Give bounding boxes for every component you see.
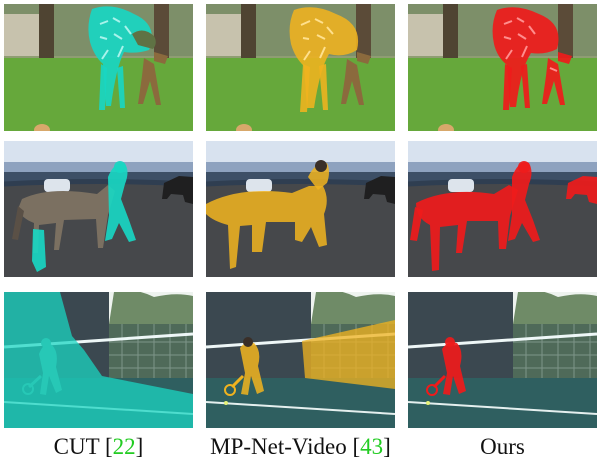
panel-row2-ours — [408, 141, 597, 277]
citation-number: 43 — [360, 434, 384, 459]
caption-cut: CUT [22] — [4, 432, 193, 462]
horse-scene-image — [206, 141, 395, 277]
panel-row2-mpnet — [206, 141, 395, 277]
horse-scene-image — [4, 141, 193, 277]
giraffe-scene-image — [408, 4, 597, 131]
panel-row3-cut — [4, 292, 193, 428]
horse-scene-image — [408, 141, 597, 277]
citation-close-bracket: ] — [135, 434, 144, 459]
caption-ours: Ours — [408, 432, 597, 462]
tennis-scene-image — [4, 292, 193, 428]
panel-row1-mpnet — [206, 4, 395, 131]
caption-mpnet-video: MP-Net-Video [43] — [202, 432, 399, 462]
panel-row3-mpnet — [206, 292, 395, 428]
tennis-scene-image — [408, 292, 597, 428]
panel-row2-cut — [4, 141, 193, 277]
method-name: Ours — [480, 434, 525, 459]
citation-close-bracket: ] — [383, 434, 391, 459]
method-name: MP-Net-Video — [210, 434, 347, 459]
giraffe-scene-image — [206, 4, 395, 131]
citation-number: 22 — [112, 434, 136, 459]
method-name: CUT — [53, 434, 100, 459]
panel-row1-ours — [408, 4, 597, 131]
panel-row1-cut — [4, 4, 193, 131]
tennis-scene-image — [206, 292, 395, 428]
citation-open-bracket: [ — [352, 434, 361, 459]
citation-open-bracket: [ — [105, 434, 113, 459]
giraffe-scene-image — [4, 4, 193, 131]
panel-row3-ours — [408, 292, 597, 428]
